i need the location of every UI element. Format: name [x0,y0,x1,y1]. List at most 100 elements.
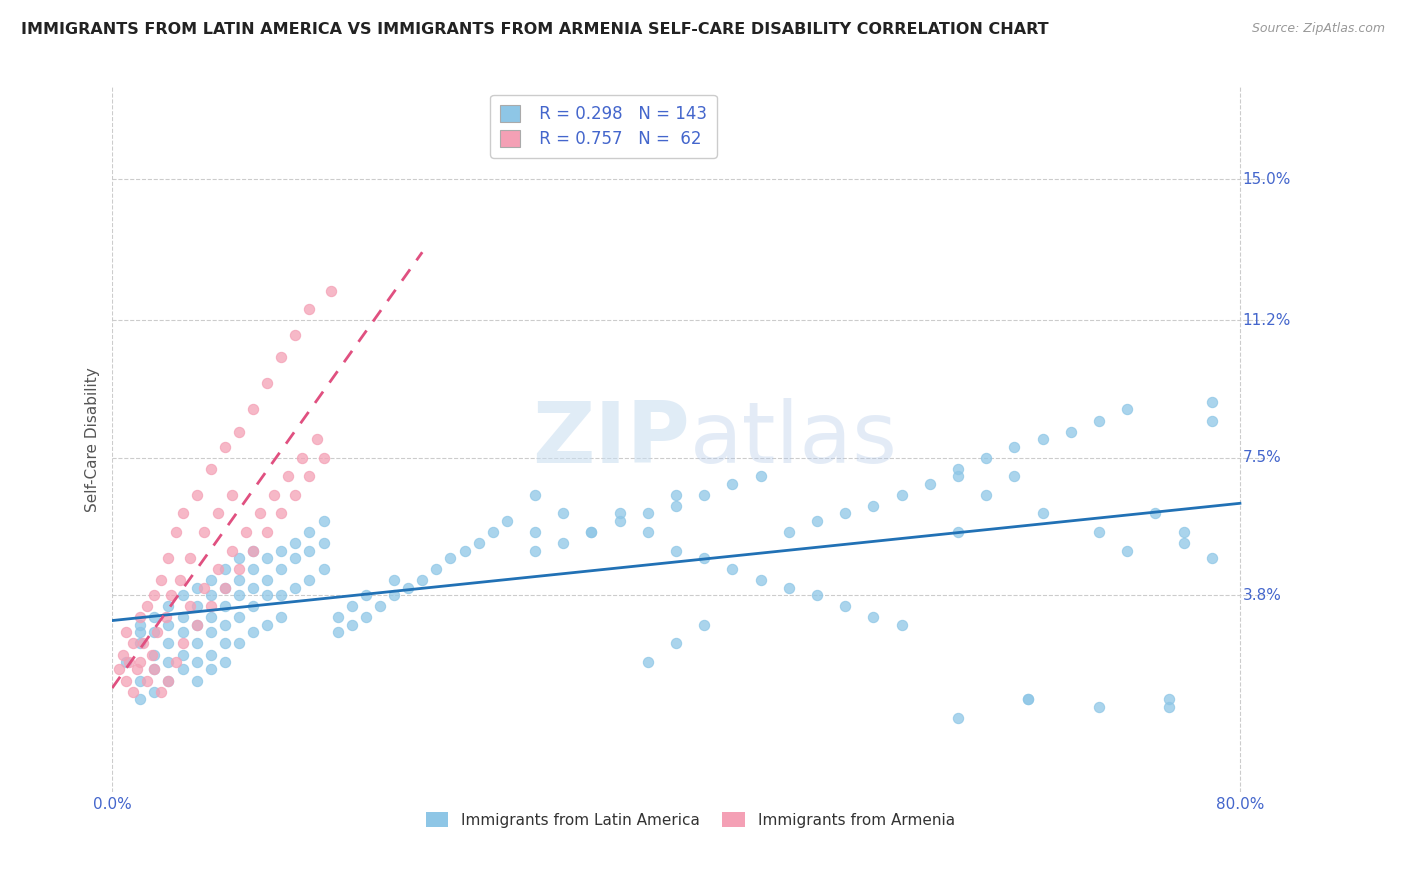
Point [169,574,191,588]
Point [467,536,489,550]
Point [382,588,405,602]
Point [256,551,278,566]
Text: 15.0%: 15.0% [1243,171,1291,186]
Point [721,476,744,491]
Point [242,599,264,614]
Point [918,476,941,491]
Point [524,543,547,558]
Text: 7.5%: 7.5% [1243,450,1281,466]
Point [122,684,145,698]
Point [256,524,278,539]
Point [524,524,547,539]
Point [693,488,716,502]
Point [115,673,138,688]
Y-axis label: Self-Care Disability: Self-Care Disability [86,367,100,511]
Point [129,610,152,624]
Point [179,599,201,614]
Point [165,655,187,669]
Point [214,636,236,650]
Point [263,488,285,502]
Point [200,574,222,588]
Point [326,625,349,640]
Point [242,543,264,558]
Point [806,514,828,528]
Point [665,543,688,558]
Point [553,507,575,521]
Point [136,673,159,688]
Point [200,599,222,614]
Point [291,450,314,465]
Point [862,610,884,624]
Point [1201,551,1223,566]
Point [143,662,166,676]
Point [150,574,173,588]
Point [778,524,800,539]
Point [157,673,180,688]
Point [270,351,292,365]
Point [834,507,856,521]
Point [186,581,208,595]
Point [228,636,250,650]
Point [1032,507,1054,521]
Point [165,524,187,539]
Point [312,450,335,465]
Point [609,507,631,521]
Point [214,617,236,632]
Point [298,524,321,539]
Point [186,655,208,669]
Point [242,402,264,417]
Point [326,610,349,624]
Point [143,625,166,640]
Point [214,581,236,595]
Point [1144,507,1167,521]
Point [235,524,257,539]
Point [228,551,250,566]
Point [721,562,744,576]
Point [136,599,159,614]
Point [228,588,250,602]
Point [172,588,194,602]
Point [277,469,299,483]
Point [127,662,149,676]
Point [439,551,461,566]
Point [129,655,152,669]
Point [693,617,716,632]
Point [581,524,603,539]
Point [186,617,208,632]
Point [155,610,177,624]
Point [319,284,342,298]
Point [284,488,307,502]
Point [665,499,688,513]
Point [157,673,180,688]
Point [157,599,180,614]
Point [270,610,292,624]
Point [186,636,208,650]
Text: ZIP: ZIP [533,398,690,481]
Point [129,673,152,688]
Point [340,599,363,614]
Text: IMMIGRANTS FROM LATIN AMERICA VS IMMIGRANTS FROM ARMENIA SELF-CARE DISABILITY CO: IMMIGRANTS FROM LATIN AMERICA VS IMMIGRA… [21,22,1049,37]
Point [298,574,321,588]
Point [1173,524,1195,539]
Point [193,581,215,595]
Point [228,610,250,624]
Point [214,599,236,614]
Point [214,581,236,595]
Point [228,562,250,576]
Point [221,488,243,502]
Point [228,425,250,439]
Point [256,376,278,391]
Point [425,562,447,576]
Point [143,662,166,676]
Text: 3.8%: 3.8% [1243,588,1282,603]
Point [524,488,547,502]
Point [129,692,152,706]
Point [214,562,236,576]
Point [749,469,772,483]
Point [214,440,236,454]
Point [157,636,180,650]
Point [637,507,659,521]
Point [242,625,264,640]
Point [974,488,997,502]
Point [143,684,166,698]
